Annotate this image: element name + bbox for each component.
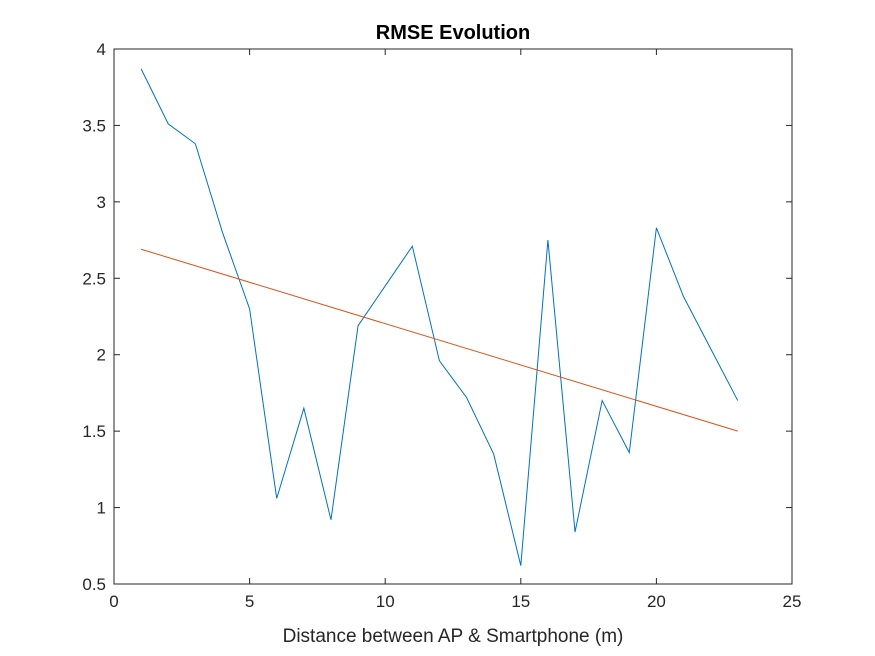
y-tick-label: 3 [97, 193, 106, 212]
plot-area [114, 49, 792, 584]
y-tick-label: 1.5 [82, 422, 106, 441]
series-2-line [140, 248, 738, 432]
y-tick-label: 1 [97, 499, 106, 518]
x-tick-label: 20 [647, 592, 666, 611]
axes-layer [113, 48, 793, 585]
y-tick-label: 3.5 [82, 116, 106, 135]
x-tick-label: 5 [245, 592, 254, 611]
y-tick-label: 4 [97, 40, 106, 59]
x-axis-label: Distance between AP & Smartphone (m) [283, 626, 624, 647]
x-tick-label: 15 [511, 592, 530, 611]
series-1-line [140, 68, 739, 566]
x-tick-label: 25 [783, 592, 802, 611]
x-tick-label: 10 [376, 592, 395, 611]
axes-box [113, 48, 793, 585]
chart-title: RMSE Evolution [376, 22, 530, 44]
x-tick-label: 0 [109, 592, 118, 611]
y-tick-label: 0.5 [82, 575, 106, 594]
series-layer [140, 68, 739, 566]
ticks-layer: 0 5 10 15 20 25 0.5 1 1.5 2 2.5 3 3.5 4 [82, 40, 801, 611]
y-tick-label: 2 [97, 346, 106, 365]
y-tick-label: 2.5 [82, 269, 106, 288]
